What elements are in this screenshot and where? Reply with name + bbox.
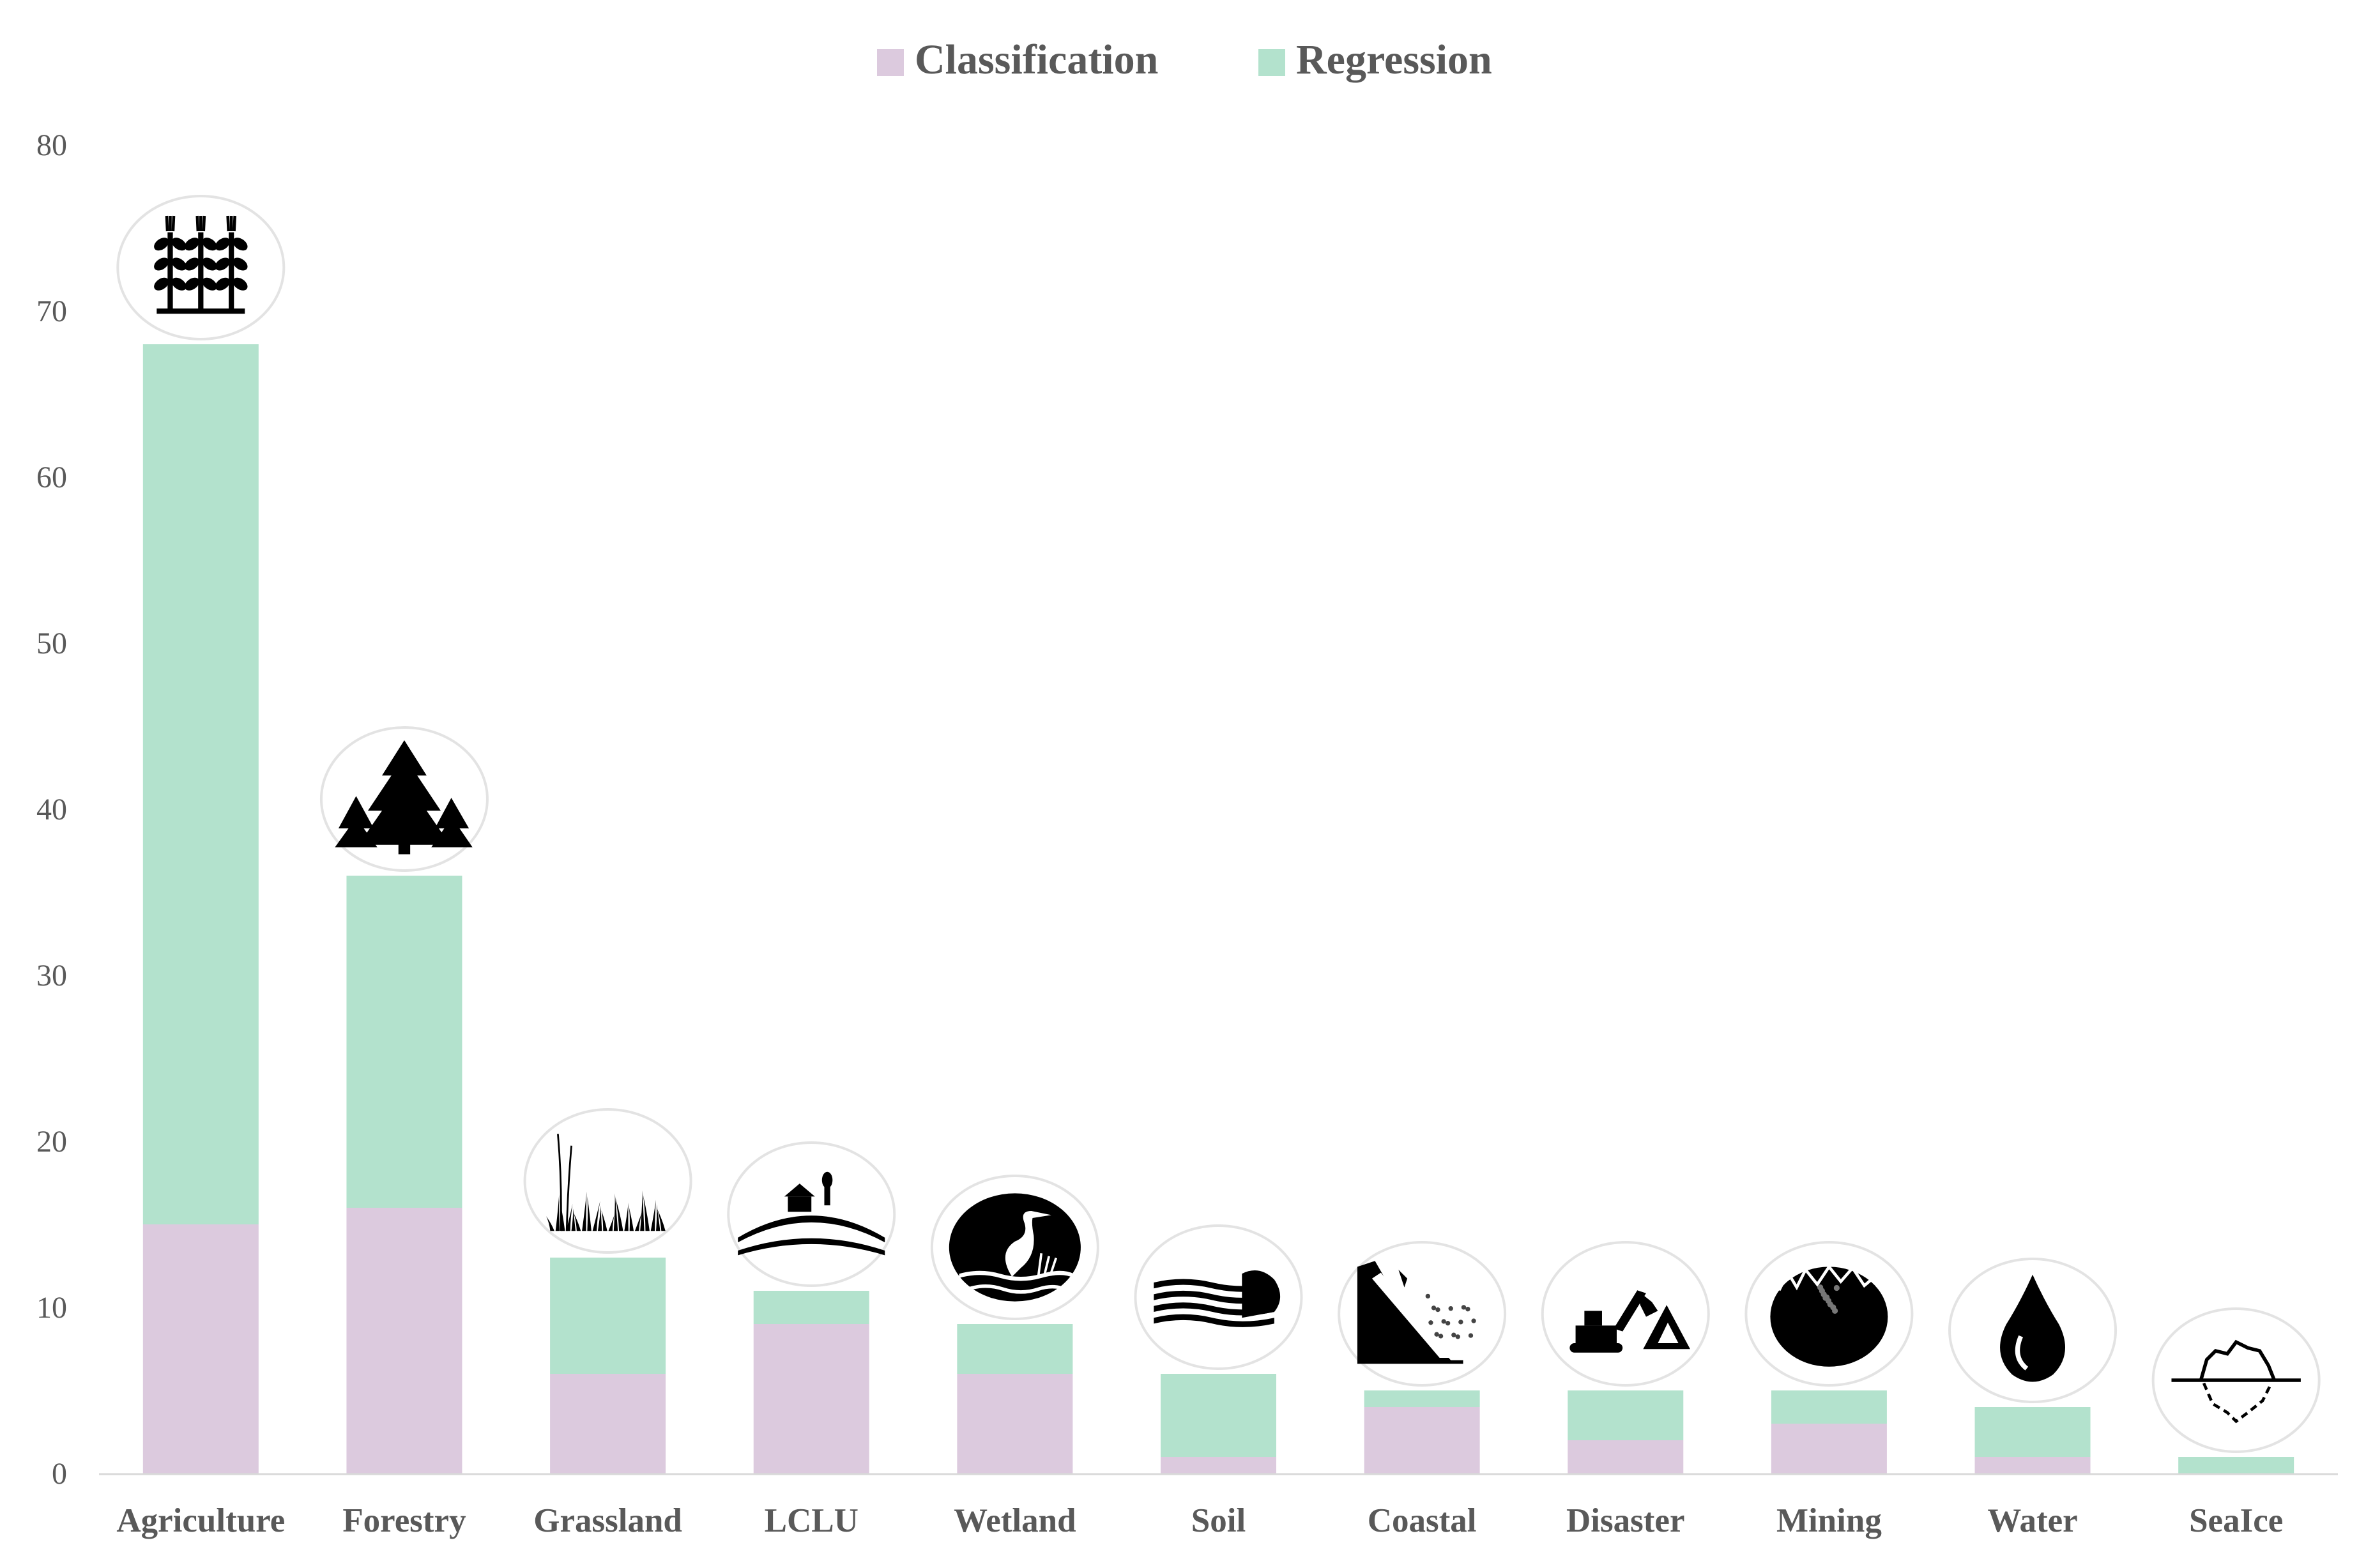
bar-segment-regression bbox=[1364, 1390, 1480, 1407]
bar-segment-classification bbox=[1568, 1440, 1684, 1473]
grass-icon bbox=[523, 1108, 692, 1254]
excavator-icon bbox=[1541, 1241, 1710, 1387]
y-tick-label: 0 bbox=[52, 1457, 67, 1491]
bar-segment-classification bbox=[142, 1224, 259, 1473]
legend-label-regression: Regression bbox=[1296, 36, 1492, 83]
x-tick-label: Mining bbox=[1776, 1502, 1882, 1539]
y-tick-label: 20 bbox=[36, 1125, 67, 1159]
bar-segment-regression bbox=[1568, 1390, 1684, 1440]
cliff-erosion-icon bbox=[1338, 1241, 1507, 1387]
x-tick-label: Water bbox=[1987, 1502, 2077, 1539]
x-tick-label: LCLU bbox=[765, 1502, 859, 1539]
x-tick-label: Forestry bbox=[342, 1502, 466, 1539]
bar-segment-classification bbox=[346, 1208, 462, 1473]
y-tick-label: 80 bbox=[36, 128, 67, 162]
x-axis: Agriculture Forestry Grassland LCLU Wetland S… bbox=[116, 1502, 2283, 1539]
bar-segment-classification bbox=[550, 1374, 666, 1473]
legend-label-classification: Classification bbox=[915, 36, 1158, 83]
bar-segment-regression bbox=[142, 344, 259, 1224]
x-tick-label: SeaIce bbox=[2189, 1502, 2283, 1539]
bar-segment-regression bbox=[957, 1324, 1073, 1374]
bars bbox=[142, 344, 2294, 1473]
legend: Classification Regression bbox=[877, 36, 1492, 83]
bar-segment-regression bbox=[1974, 1407, 2091, 1457]
bar-segment-classification bbox=[1974, 1457, 2091, 1473]
y-tick-label: 30 bbox=[36, 959, 67, 993]
wheat-icon bbox=[116, 195, 286, 340]
bar-segment-regression bbox=[1161, 1374, 1276, 1457]
iceberg-icon bbox=[2151, 1307, 2321, 1453]
bar-segment-regression bbox=[753, 1291, 869, 1324]
y-tick-label: 60 bbox=[36, 461, 67, 494]
pine-trees-icon bbox=[319, 726, 489, 872]
mine-rock-icon bbox=[1744, 1241, 1914, 1387]
y-axis: 0 10 20 30 40 50 60 70 80 bbox=[36, 128, 67, 1491]
bar-segment-regression bbox=[346, 876, 462, 1208]
bar-segment-classification bbox=[753, 1324, 869, 1473]
water-drop-icon bbox=[1948, 1258, 2118, 1403]
x-tick-label: Agriculture bbox=[116, 1502, 285, 1539]
category-icons bbox=[116, 195, 2321, 1453]
bar-segment-classification bbox=[957, 1374, 1073, 1473]
y-tick-label: 10 bbox=[36, 1291, 67, 1325]
soil-layers-icon bbox=[1134, 1224, 1303, 1370]
bar-segment-classification bbox=[1364, 1407, 1480, 1473]
y-tick-label: 40 bbox=[36, 793, 67, 826]
x-tick-label: Disaster bbox=[1566, 1502, 1684, 1539]
bar-segment-classification bbox=[1771, 1424, 1887, 1473]
farmhouse-hill-icon bbox=[727, 1141, 896, 1287]
x-tick-label: Soil bbox=[1191, 1502, 1246, 1539]
bar-segment-regression bbox=[1771, 1390, 1887, 1424]
y-tick-label: 70 bbox=[36, 294, 67, 328]
bar-segment-regression bbox=[2178, 1457, 2294, 1473]
bar-segment-regression bbox=[550, 1258, 666, 1374]
x-tick-label: Wetland bbox=[954, 1502, 1076, 1539]
x-tick-label: Coastal bbox=[1368, 1502, 1477, 1539]
legend-swatch-regression bbox=[1258, 49, 1285, 76]
legend-swatch-classification bbox=[877, 49, 904, 76]
y-tick-label: 50 bbox=[36, 627, 67, 660]
bar-segment-classification bbox=[1161, 1457, 1276, 1473]
heron-icon bbox=[930, 1175, 1099, 1320]
x-tick-label: Grassland bbox=[533, 1502, 682, 1539]
